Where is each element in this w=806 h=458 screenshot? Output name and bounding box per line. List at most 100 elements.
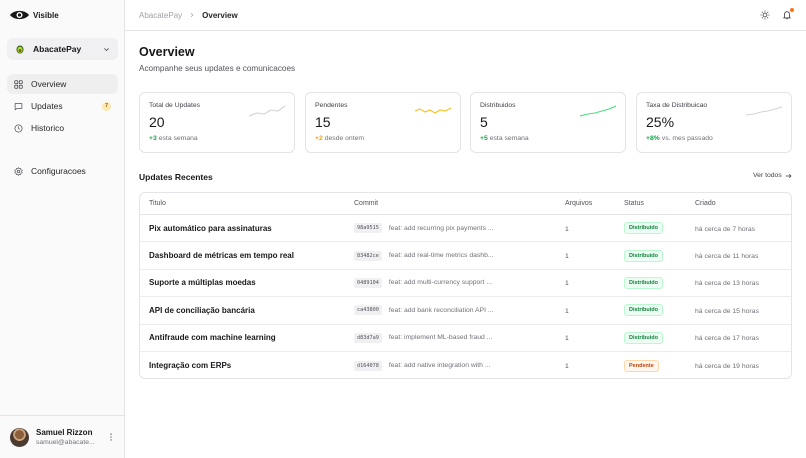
table-row[interactable]: Integração com ERPs d164078 feat: add nat… xyxy=(140,352,791,378)
stat-delta: +3 xyxy=(149,135,157,142)
table-row[interactable]: Antifraude com machine learning d83d7a9 f… xyxy=(140,325,791,352)
update-title: Suporte a múltiplas moedas xyxy=(149,278,256,288)
sun-icon[interactable] xyxy=(760,10,770,20)
stat-period: esta semana xyxy=(158,135,198,142)
commit-message: feat: add native integration with ... xyxy=(388,362,491,370)
more-vertical-icon[interactable] xyxy=(108,432,114,442)
status-badge: Distribuido xyxy=(624,304,664,317)
see-all-label: Ver todos xyxy=(753,172,782,179)
created-time: há cerca de 11 horas xyxy=(695,253,759,261)
arrow-right-icon xyxy=(785,173,792,178)
update-title: Integração com ERPs xyxy=(149,361,232,371)
commit-message: feat: add multi-currency support ... xyxy=(388,279,493,287)
gear-icon xyxy=(14,166,23,176)
notification-dot xyxy=(790,8,794,12)
table-row[interactable]: API de conciliação bancária ca43800 feat:… xyxy=(140,297,791,325)
status-badge: Distribuido xyxy=(624,276,664,289)
update-title: Antifraude com machine learning xyxy=(149,333,276,343)
sparkline xyxy=(249,105,285,117)
dashboard-grid-icon xyxy=(14,79,23,89)
update-title: Pix automático para assinaturas xyxy=(149,223,272,233)
commit-hash: 0489104 xyxy=(354,277,382,288)
created-time: há cerca de 15 horas xyxy=(695,307,759,315)
status-badge: Distribuido xyxy=(624,331,664,344)
sidebar-item-overview[interactable]: Overview xyxy=(7,74,118,94)
stat-period: vs. mes passado xyxy=(661,135,713,142)
sidebar-item-label: Configuracoes xyxy=(31,166,86,176)
created-time: há cerca de 19 horas xyxy=(695,363,759,371)
update-title: API de conciliação bancária xyxy=(149,305,255,315)
created-time: há cerca de 7 horas xyxy=(695,225,756,233)
column-header-commit: Commit xyxy=(354,200,379,207)
file-count: 1 xyxy=(565,363,569,371)
sidebar-item-label: Overview xyxy=(31,79,67,89)
sidebar-item-label: Updates xyxy=(31,101,63,111)
commit-hash: 98a9515 xyxy=(354,223,382,234)
stat-delta: +8% xyxy=(646,135,660,142)
sidebar-item-label: Historico xyxy=(31,123,65,133)
status-badge: Pendente xyxy=(624,359,659,372)
chevron-down-icon xyxy=(104,47,109,51)
updates-count-badge: 7 xyxy=(102,101,111,111)
see-all-link[interactable]: Ver todos xyxy=(753,172,792,179)
logo-text: Visible xyxy=(33,10,59,20)
column-header-status: Status xyxy=(624,200,644,207)
table-row[interactable]: Suporte a múltiplas moedas 0489104 feat: … xyxy=(140,270,791,298)
commit-message: feat: add bank reconciliation API ... xyxy=(388,306,494,314)
user-name: Samuel Rizzon xyxy=(36,428,93,437)
stat-value: 15 xyxy=(315,114,331,130)
stat-value: 5 xyxy=(480,114,488,130)
workspace-switcher[interactable]: AbacatePay xyxy=(7,38,118,60)
commit-hash: d83d7a9 xyxy=(354,332,382,343)
commit-message: feat: add real-time metrics dashb... xyxy=(388,252,494,260)
stat-delta: +5 xyxy=(480,135,488,142)
sidebar-item-configuracoes[interactable]: Configuracoes xyxy=(7,161,118,181)
sparkline xyxy=(580,105,616,117)
stat-card-taxa: Taxa de Distribuicao 25% +8% vs. mes pass… xyxy=(636,92,792,153)
user-email: samuel@abacate... xyxy=(36,439,95,446)
created-time: há cerca de 13 horas xyxy=(695,280,759,288)
updates-table: Titulo Commit Arquivos Status Criado Pix… xyxy=(139,192,792,379)
stat-period: desde ontem xyxy=(324,135,365,142)
bell-icon xyxy=(783,11,791,20)
column-header-created: Criado xyxy=(695,200,716,207)
status-badge: Distribuido xyxy=(624,222,664,235)
sidebar-item-historico[interactable]: Historico xyxy=(7,118,118,138)
commit-message: feat: implement ML-based fraud ... xyxy=(388,334,493,342)
sparkline xyxy=(746,106,782,116)
message-square-icon xyxy=(14,102,23,110)
stat-label: Pendentes xyxy=(315,102,348,109)
avatar xyxy=(10,427,29,447)
workspace-name: AbacatePay xyxy=(33,44,82,54)
commit-message: feat: add recurring pix payments ... xyxy=(388,224,494,232)
update-title: Dashboard de métricas em tempo real xyxy=(149,251,294,261)
breadcrumb-current: Overview xyxy=(202,10,238,20)
status-badge: Distribuido xyxy=(624,249,664,262)
commit-hash: ca43800 xyxy=(354,305,382,316)
eye-logo-icon xyxy=(10,10,29,20)
user-profile[interactable]: Samuel Rizzon samuel@abacate... xyxy=(0,415,124,458)
breadcrumb-parent[interactable]: AbacatePay xyxy=(139,10,183,20)
commit-hash: 83482ce xyxy=(354,250,382,261)
stat-label: Total de Updates xyxy=(149,102,201,109)
column-header-title: Titulo xyxy=(149,200,166,207)
section-title: Updates Recentes xyxy=(139,172,213,182)
table-row[interactable]: Dashboard de métricas em tempo real 8348… xyxy=(140,242,791,270)
sidebar: Visible AbacatePay Overview Updates 7 xyxy=(0,0,125,458)
app-logo[interactable]: Visible xyxy=(9,8,59,22)
column-header-files: Arquivos xyxy=(565,200,593,207)
created-time: há cerca de 17 horas xyxy=(695,335,759,343)
stat-value: 20 xyxy=(149,114,165,130)
table-row[interactable]: Pix automático para assinaturas 98a9515 f… xyxy=(140,215,791,243)
notifications-button[interactable] xyxy=(782,8,794,20)
stat-label: Distribuidos xyxy=(480,102,516,109)
file-count: 1 xyxy=(565,225,569,233)
stat-value: 25% xyxy=(646,114,675,130)
commit-hash: d164078 xyxy=(354,360,382,371)
stat-delta: +2 xyxy=(315,135,323,142)
sidebar-item-updates[interactable]: Updates 7 xyxy=(7,96,118,116)
avocado-icon xyxy=(16,45,24,54)
sparkline xyxy=(415,107,451,114)
table-header: Titulo Commit Arquivos Status Criado xyxy=(140,193,791,215)
stat-card-total: Total de Updates 20 +3 esta semana xyxy=(139,92,295,153)
